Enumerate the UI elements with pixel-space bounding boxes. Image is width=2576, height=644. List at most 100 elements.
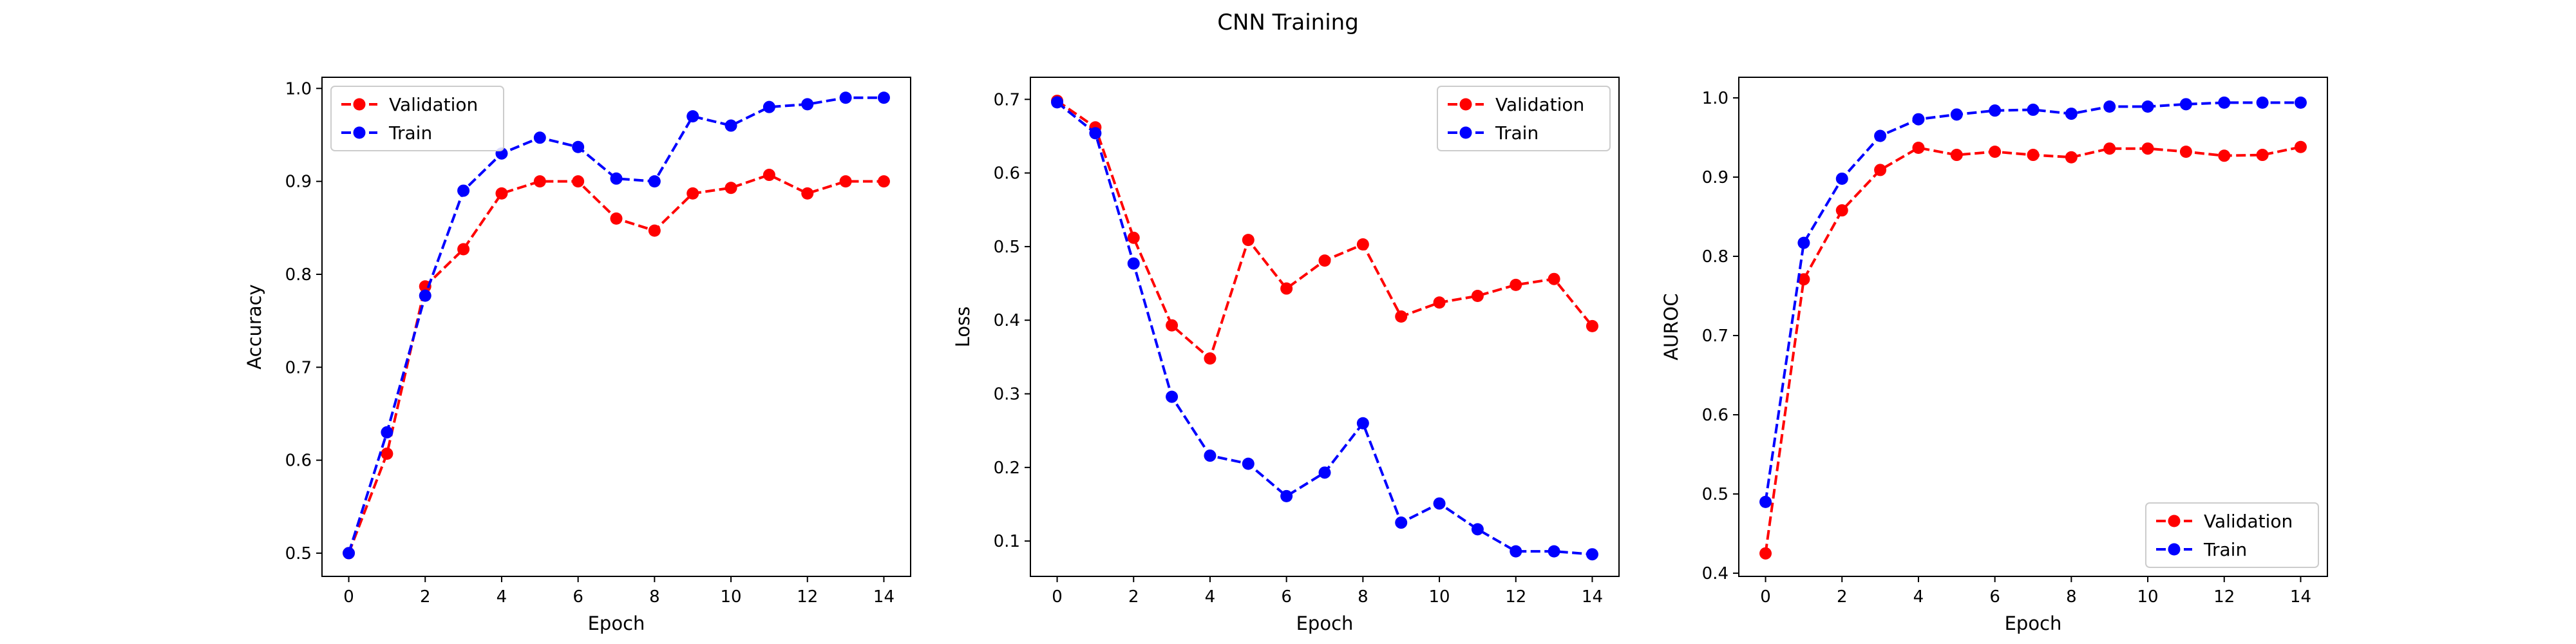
y-tick-label: 0.7 xyxy=(994,90,1020,109)
train-data-point xyxy=(343,547,355,560)
train-data-point xyxy=(1912,113,1925,126)
train-data-point xyxy=(1989,104,2002,117)
validation-data-point xyxy=(495,187,508,200)
train-data-point xyxy=(877,91,890,104)
x-axis-label: Epoch xyxy=(2005,612,2062,634)
y-tick-label: 0.6 xyxy=(1702,406,1728,425)
train-data-point xyxy=(610,172,623,185)
legend-validation-label: Validation xyxy=(2204,511,2293,532)
train-series-line xyxy=(1764,101,2301,502)
x-tick-label: 10 xyxy=(1429,587,1450,607)
train-data-point xyxy=(801,98,814,111)
subplot-accuracy: 0 2 4 6 8 10 12 14 0.5 0.6 0.7 0.8 0.9 1.0 Epoch Accura… xyxy=(243,77,911,634)
x-axis-label: Epoch xyxy=(1296,612,1354,634)
x-tick-label: 6 xyxy=(1281,587,1292,607)
legend-validation-marker xyxy=(353,98,366,111)
y-tick-label: 0.7 xyxy=(285,358,312,377)
x-tick-label: 0 xyxy=(1760,587,1771,607)
validation-data-point xyxy=(2141,142,2154,155)
validation-data-point xyxy=(877,175,890,188)
legend-train-marker xyxy=(2168,543,2181,556)
validation-data-point xyxy=(1280,282,1293,295)
subplot-loss: 0 2 4 6 8 10 12 14 0.1 0.2 0.3 0.4 0.5 0.6 0.7 Epoch Los… xyxy=(952,77,1620,634)
train-data-point xyxy=(1242,457,1255,470)
train-data-point xyxy=(2065,108,2078,120)
train-data-point xyxy=(1318,466,1331,479)
validation-data-point xyxy=(2179,146,2192,158)
axes-frame xyxy=(321,77,911,577)
train-data-point xyxy=(1356,417,1369,430)
y-tick-label: 0.3 xyxy=(994,385,1020,404)
train-series-line xyxy=(1056,101,1593,556)
y-tick-label: 0.5 xyxy=(994,238,1020,257)
legend-validation-label: Validation xyxy=(1495,94,1584,115)
x-tick-label: 14 xyxy=(2290,587,2311,607)
train-series-line xyxy=(347,96,884,554)
y-tick-label: 0.9 xyxy=(1702,168,1728,187)
validation-data-point xyxy=(1471,289,1484,302)
validation-data-point xyxy=(381,447,393,460)
legend: Validation Train xyxy=(1437,86,1611,151)
y-axis-label: AUROC xyxy=(1660,293,1682,360)
legend-validation-marker xyxy=(2168,515,2181,527)
legend-train-label: Train xyxy=(1495,122,1539,144)
validation-data-point xyxy=(2065,151,2078,164)
validation-data-point xyxy=(457,243,470,256)
train-data-point xyxy=(648,175,661,188)
train-data-point xyxy=(1548,545,1560,558)
train-data-point xyxy=(687,110,699,123)
y-tick-label: 1.0 xyxy=(285,79,312,99)
subplot-container: 0 2 4 6 8 10 12 14 0.5 0.6 0.7 0.8 0.9 1.0 Epoch Accura… xyxy=(243,77,2328,634)
validation-data-point xyxy=(419,280,431,293)
train-data-point xyxy=(572,140,585,153)
y-tick-label: 0.4 xyxy=(1702,564,1728,583)
validation-data-point xyxy=(533,175,546,188)
y-tick-label: 1.0 xyxy=(1702,89,1728,108)
validation-data-point xyxy=(1127,231,1140,244)
validation-data-point xyxy=(1912,141,1925,154)
train-data-point xyxy=(1280,489,1293,502)
legend-train-label: Train xyxy=(2203,539,2247,560)
legend-train-marker xyxy=(1459,126,1472,139)
train-data-point xyxy=(1051,96,1064,109)
y-tick-label: 0.6 xyxy=(994,164,1020,184)
train-data-point xyxy=(2179,98,2192,111)
validation-data-point xyxy=(2256,149,2269,162)
validation-data-point xyxy=(610,212,623,225)
legend-train-marker xyxy=(353,126,366,139)
train-data-point xyxy=(1395,516,1408,529)
y-tick-label: 0.7 xyxy=(1702,327,1728,346)
x-tick-label: 12 xyxy=(1505,587,1526,607)
legend: Validation Train xyxy=(2145,502,2319,568)
train-data-point xyxy=(839,91,852,104)
train-data-point xyxy=(1950,108,1963,121)
validation-data-point xyxy=(2218,149,2231,162)
train-data-point xyxy=(1759,495,1772,508)
validation-data-point xyxy=(1356,238,1369,251)
validation-data-point xyxy=(2103,142,2116,155)
validation-data-point xyxy=(572,175,585,188)
train-data-point xyxy=(2218,96,2231,109)
validation-data-point xyxy=(1242,234,1255,247)
validation-data-point xyxy=(1874,164,1887,176)
axes-frame xyxy=(1030,77,1620,577)
x-tick-label: 8 xyxy=(649,587,660,607)
y-tick-label: 0.9 xyxy=(285,173,312,192)
train-data-point xyxy=(724,119,737,132)
x-axis-label: Epoch xyxy=(588,612,645,634)
x-tick-label: 4 xyxy=(1205,587,1216,607)
y-tick-label: 0.8 xyxy=(285,265,312,285)
validation-data-point xyxy=(1510,278,1522,291)
train-data-point xyxy=(1166,390,1179,403)
x-tick-label: 8 xyxy=(1358,587,1368,607)
legend-frame xyxy=(330,86,504,151)
y-tick-label: 0.2 xyxy=(994,459,1020,478)
legend-validation-marker xyxy=(1459,98,1472,111)
x-tick-label: 2 xyxy=(420,587,431,607)
validation-data-point xyxy=(839,175,852,188)
validation-data-point xyxy=(1166,319,1179,332)
x-tick-label: 12 xyxy=(2213,587,2235,607)
y-axis-label: Accuracy xyxy=(243,284,265,369)
legend-validation-label: Validation xyxy=(389,94,478,115)
train-data-point xyxy=(1433,497,1446,510)
